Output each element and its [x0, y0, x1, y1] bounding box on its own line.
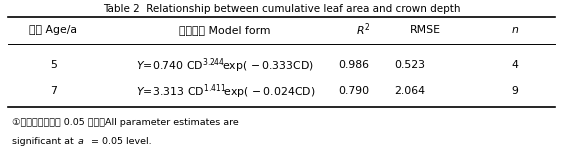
Text: = 0.05 level.: = 0.05 level.: [88, 137, 152, 146]
Text: 4: 4: [512, 60, 519, 70]
Text: significant at: significant at: [12, 137, 77, 146]
Text: ①参数的显著性为 0.05 水平。All parameter estimates are: ①参数的显著性为 0.05 水平。All parameter estimates…: [12, 118, 239, 127]
Text: 0.790: 0.790: [338, 86, 369, 96]
Text: $Y\!=\!3.313\ \mathrm{CD}^{1.411}\!\exp(\,-0.024\mathrm{CD})$: $Y\!=\!3.313\ \mathrm{CD}^{1.411}\!\exp(…: [136, 82, 315, 101]
Text: 9: 9: [512, 86, 519, 96]
Text: 0.523: 0.523: [394, 60, 426, 70]
Text: 2.064: 2.064: [394, 86, 426, 96]
Text: $Y\!=\!0.740\ \mathrm{CD}^{3.244}\!\exp(\,-0.333\mathrm{CD})$: $Y\!=\!0.740\ \mathrm{CD}^{3.244}\!\exp(…: [136, 56, 314, 74]
Text: $R^{2}$: $R^{2}$: [356, 22, 370, 38]
Text: 林龄 Age/a: 林龄 Age/a: [29, 25, 78, 35]
Text: 方程模型 Model form: 方程模型 Model form: [180, 25, 271, 35]
Text: 7: 7: [50, 86, 57, 96]
Text: $n$: $n$: [511, 25, 519, 35]
Text: Table 2  Relationship between cumulative leaf area and crown depth: Table 2 Relationship between cumulative …: [103, 4, 460, 14]
Text: RMSE: RMSE: [409, 25, 441, 35]
Text: $a$: $a$: [77, 137, 84, 146]
Text: 0.986: 0.986: [338, 60, 369, 70]
Text: 5: 5: [50, 60, 57, 70]
